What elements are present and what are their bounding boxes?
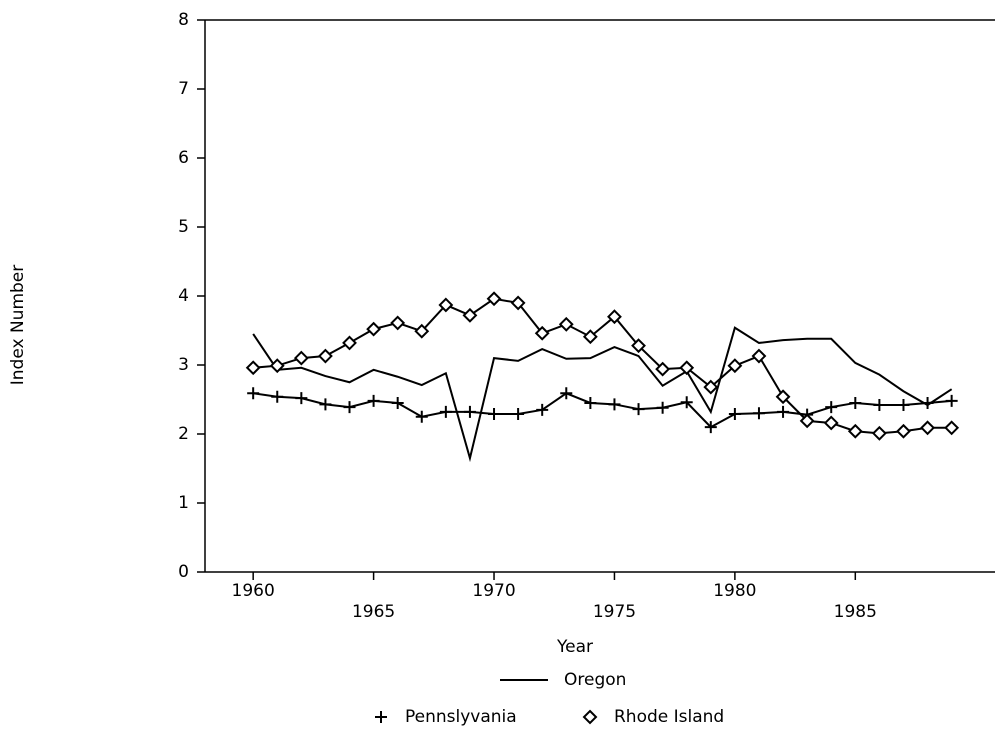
point	[318, 348, 333, 364]
x-tick-label: 1980	[713, 581, 756, 601]
legend-label: Pennslyvania	[405, 707, 517, 727]
point	[343, 401, 356, 414]
y-tick-label: 5	[178, 217, 189, 237]
point	[655, 361, 671, 377]
point	[486, 291, 502, 307]
legend-marker	[582, 709, 598, 725]
point	[390, 315, 406, 331]
point	[680, 396, 693, 409]
x-tick-label: 1985	[834, 602, 877, 622]
point	[488, 407, 501, 420]
point	[631, 338, 646, 354]
series-line	[253, 392, 952, 429]
series-line	[252, 326, 953, 463]
point	[608, 398, 621, 411]
point	[415, 410, 428, 423]
point	[247, 387, 260, 400]
point	[462, 307, 478, 323]
y-tick-label: 3	[178, 355, 189, 375]
legend-marker	[375, 711, 387, 723]
y-tick-label: 0	[178, 562, 189, 582]
point	[607, 309, 622, 325]
point	[342, 335, 357, 351]
legend-label: Oregon	[564, 670, 626, 690]
point	[439, 405, 452, 418]
point	[560, 387, 573, 400]
point	[269, 358, 285, 374]
point	[920, 420, 935, 436]
point	[752, 407, 765, 420]
series-line	[253, 297, 952, 435]
point	[319, 398, 332, 411]
x-tick-label: 1975	[593, 602, 636, 622]
x-tick-label: 1970	[472, 581, 515, 601]
point	[438, 297, 454, 313]
y-tick-label: 6	[178, 148, 189, 168]
point	[271, 390, 284, 403]
point	[799, 413, 815, 429]
x-tick-label: 1960	[232, 581, 275, 601]
point	[873, 399, 886, 412]
point	[558, 316, 574, 332]
point	[825, 401, 838, 414]
y-tick-label: 7	[178, 79, 189, 99]
y-tick-label: 8	[178, 10, 189, 30]
point	[775, 389, 791, 405]
point	[366, 321, 382, 337]
y-tick-label: 4	[178, 286, 189, 306]
point	[463, 405, 476, 418]
x-axis-label: Year	[556, 637, 593, 657]
y-tick-label: 1	[178, 493, 189, 513]
point	[367, 394, 380, 407]
point	[727, 358, 743, 374]
point	[777, 405, 790, 418]
point	[751, 348, 767, 364]
point	[871, 425, 887, 441]
x-tick-label: 1965	[352, 602, 395, 622]
point	[945, 394, 958, 407]
point	[510, 295, 526, 311]
point	[584, 396, 597, 409]
point	[823, 415, 839, 431]
point	[656, 401, 669, 414]
y-axis-label: Index Number	[8, 265, 28, 386]
y-tick-label: 2	[178, 424, 189, 444]
point	[896, 423, 911, 439]
point	[847, 423, 863, 439]
point	[679, 360, 695, 376]
point	[414, 323, 430, 339]
point	[582, 329, 598, 345]
point	[921, 396, 934, 409]
point	[632, 403, 645, 416]
point	[897, 399, 910, 412]
point	[849, 396, 862, 409]
point	[245, 360, 261, 376]
point	[944, 420, 960, 436]
point	[293, 350, 309, 366]
point	[536, 403, 549, 416]
legend-label: Rhode Island	[614, 707, 724, 727]
point	[728, 407, 741, 420]
point	[295, 392, 308, 405]
point	[703, 379, 719, 395]
point	[391, 396, 404, 409]
point	[512, 407, 525, 420]
point	[534, 325, 550, 341]
point	[704, 421, 717, 434]
